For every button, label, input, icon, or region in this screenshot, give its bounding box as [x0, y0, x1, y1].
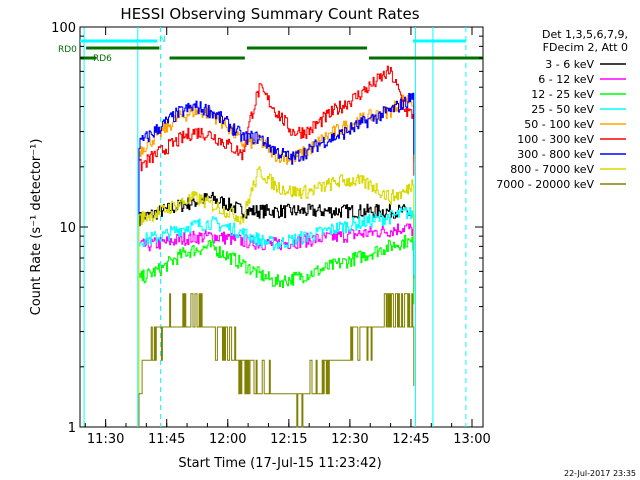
legend-entry-label: 100 - 300 keV [517, 133, 594, 146]
chart-title: HESSI Observing Summary Count Rates [120, 5, 419, 23]
legend-entry-label: 3 - 6 keV [545, 58, 594, 71]
x-axis-label: Start Time (17-Jul-15 11:23:42) [178, 456, 381, 471]
legend-header-line: FDecim 2, Att 0 [543, 41, 628, 54]
series-line [138, 166, 415, 427]
x-tick-label: 11:45 [148, 432, 185, 447]
series-line [138, 94, 415, 427]
series-line [138, 293, 415, 428]
legend-entry-label: 12 - 25 keV [531, 88, 594, 101]
rd6-flag-label: RD6 [93, 54, 112, 64]
x-tick-label: 12:45 [392, 432, 429, 447]
legend-header-line: Det 1,3,5,6,7,9, [542, 28, 628, 41]
legend-entry-label: 6 - 12 keV [538, 73, 594, 86]
night-flag-label: N [159, 35, 166, 45]
legend-entry-label: 800 - 7000 keV [510, 163, 594, 176]
series-line [138, 207, 415, 427]
flag-bars: N RD0 RD6 [58, 27, 483, 427]
legend-entry-label: 7000 - 20000 keV [496, 178, 594, 191]
rd0-flag-label: RD0 [58, 45, 77, 55]
x-tick-label: 12:00 [209, 432, 246, 447]
x-tick-label: 13:00 [453, 432, 490, 447]
legend-entry-label: 50 - 100 keV [524, 118, 594, 131]
legend-entry-label: 25 - 50 keV [531, 103, 594, 116]
x-tick-label: 11:30 [87, 432, 124, 447]
legend-entry-label: 300 - 800 keV [517, 148, 594, 161]
plot-frame [79, 26, 484, 428]
x-tick-label: 12:30 [331, 432, 368, 447]
legend: Det 1,3,5,6,7,9,FDecim 2, Att 0 3 - 6 keV… [496, 28, 628, 191]
axes-layer: 11:30 11:45 12:00 12:15 12:30 12:45 13:00 1 10 10… [51, 21, 491, 447]
x-tick-label: 12:15 [270, 432, 307, 447]
y-tick-label: 1 [68, 421, 76, 436]
footer-date: 22-Jul-2017 23:35 [564, 469, 636, 478]
series-line [138, 65, 415, 427]
y-tick-label: 10 [59, 221, 76, 236]
series-line [138, 234, 415, 427]
series-line [138, 92, 415, 427]
y-axis-label: Count Rate (s⁻¹ detector⁻¹) [29, 139, 44, 316]
series-layer [138, 65, 415, 428]
y-tick-label: 100 [51, 21, 76, 36]
